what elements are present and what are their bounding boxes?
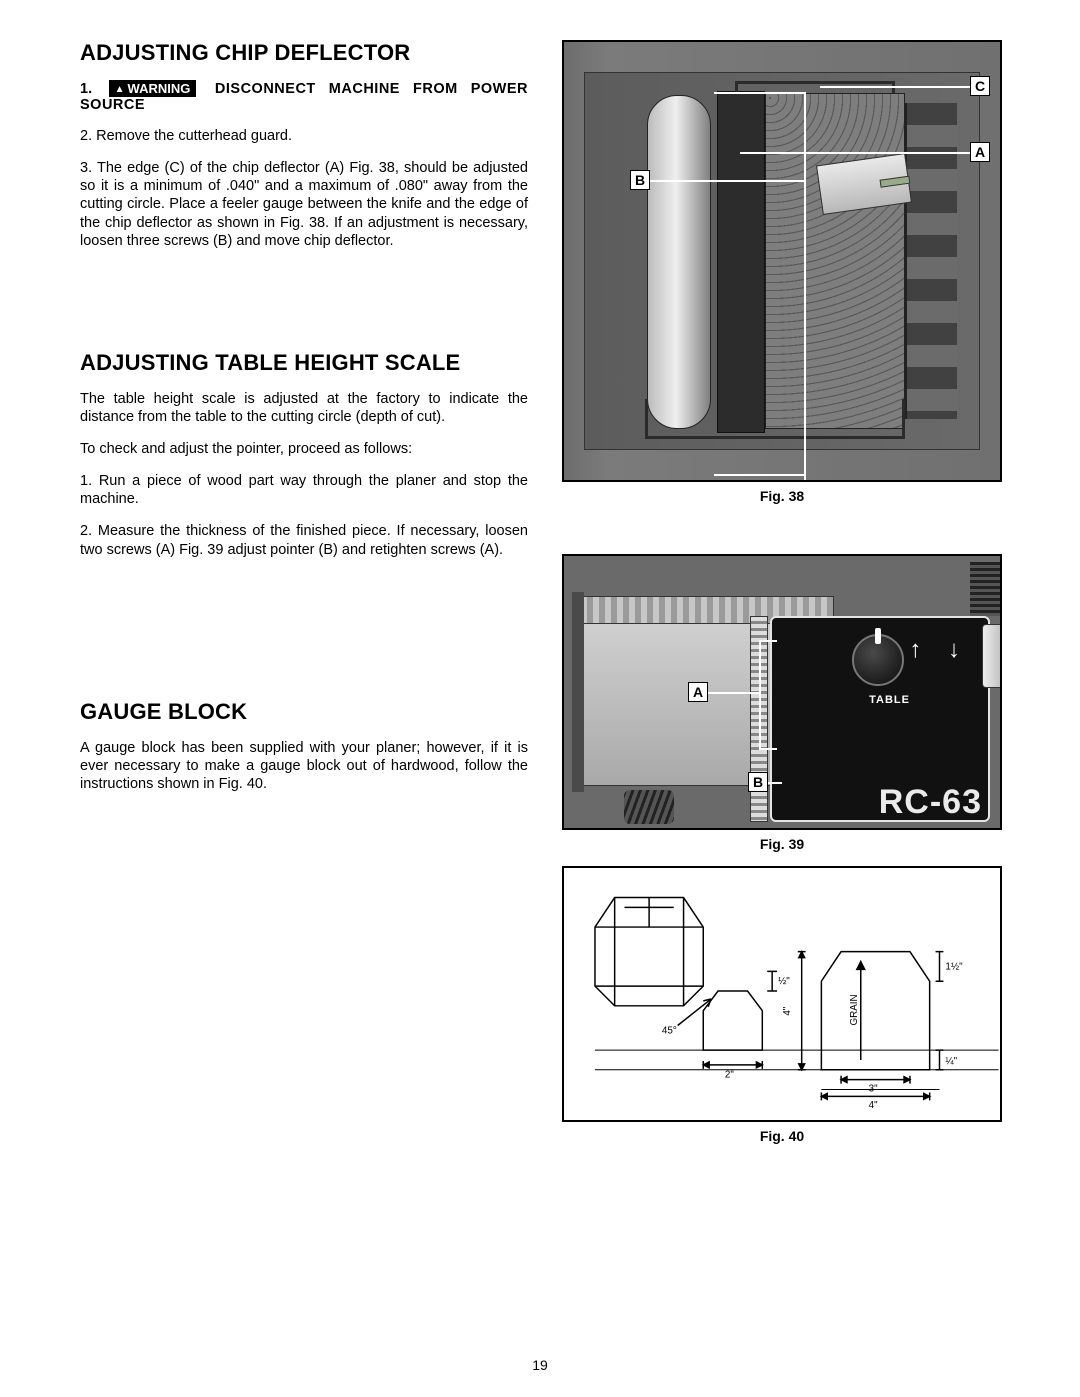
figure-40-caption: Fig. 40 [562,1128,1002,1144]
fig38-cutterhead [647,95,711,429]
fig39-model-text: RC-63 [879,783,982,822]
gauge-block-text: A gauge block has been supplied with you… [80,739,528,793]
figure-39-caption: Fig. 39 [562,836,1002,852]
manual-page: ADJUSTING CHIP DEFLECTOR 1. WARNING DISC… [0,0,1080,1397]
fig39-lead-b [768,782,782,784]
fig39-arrows-icon: ↑ ↓ [909,636,970,664]
page-number: 19 [0,1357,1080,1373]
fig38-serrated-roller [905,103,957,419]
right-column: C A B Fig. 38 ↑ ↓ TA [562,40,1002,1144]
table-height-step-1: 1. Run a piece of wood part way through … [80,472,528,508]
fig40-onehalf: 1½" [945,961,963,972]
step-1-warning-line: 1. WARNING DISCONNECT MACHINE FROM POWER… [80,80,528,113]
fig38-lead-b1 [650,180,806,182]
fig39-table-knob [852,634,904,686]
fig39-spring [624,790,674,824]
table-height-step-2: 2. Measure the thickness of the finished… [80,522,528,558]
fig38-housing [584,72,980,450]
step-1-number: 1. [80,81,92,97]
fig39-table-label: TABLE [869,694,910,706]
table-height-intro: The table height scale is adjusted at th… [80,390,528,426]
fig38-chip-deflector [717,91,765,433]
fig39-callout-b: B [748,772,768,792]
two-column-layout: ADJUSTING CHIP DEFLECTOR 1. WARNING DISC… [80,40,1000,1144]
fig38-lead-c [820,86,970,88]
fig40-quarter: ¼" [945,1056,957,1067]
fig38-lead-a [740,152,970,154]
fig40-2in: 2" [725,1070,734,1081]
fig39-callout-a: A [688,682,708,702]
figure-38-caption: Fig. 38 [562,488,1002,504]
fig38-callout-b: B [630,170,650,190]
left-column: ADJUSTING CHIP DEFLECTOR 1. WARNING DISC… [80,40,528,1144]
fig38-lead-b-bottom [714,474,806,476]
fig40-diagram: 45° 2" 3" 4" 4" ½" 1½" ¼" GRAIN [564,868,1000,1120]
fig38-callout-a: A [970,142,990,162]
fig39-lead-a-t1 [759,640,777,642]
warning-badge: WARNING [109,80,197,97]
spacer [80,559,528,699]
fig40-half: ½" [778,976,790,987]
fig38-callout-c: C [970,76,990,96]
fig39-rod [982,624,1002,688]
gauge-block-heading: GAUGE BLOCK [80,699,528,725]
fig39-edge [572,592,584,792]
figure-38: C A B [562,40,1002,482]
fig40-4in-bottom: 4" [869,1100,878,1111]
spacer [80,250,528,350]
fig40-4in-h: 4" [782,1006,793,1015]
chip-deflector-heading: ADJUSTING CHIP DEFLECTOR [80,40,528,66]
fig38-perforated-panel [765,93,905,429]
figure-39: ↑ ↓ TABLE RC-63 A B [562,554,1002,830]
figure-40: 45° 2" 3" 4" 4" ½" 1½" ¼" GRAIN [562,866,1002,1122]
fig38-lead-b-vertical [804,92,806,482]
chip-deflector-step-2: 2. Remove the cutterhead guard. [80,127,528,145]
fig40-3in: 3" [869,1083,878,1094]
fig38-bottom-bracket [645,399,905,439]
fig39-lead-a [708,692,760,694]
fig40-grain: GRAIN [849,994,860,1025]
fig39-lead-a-v [759,640,761,750]
fig39-chain [970,562,1000,616]
fig40-angle: 45° [662,1025,677,1036]
fig39-lead-a-t2 [759,748,777,750]
chip-deflector-step-3: 3. The edge (C) of the chip deflector (A… [80,159,528,250]
table-height-lead: To check and adjust the pointer, proceed… [80,440,528,458]
fig38-lead-b-top [714,92,806,94]
table-height-heading: ADJUSTING TABLE HEIGHT SCALE [80,350,528,376]
